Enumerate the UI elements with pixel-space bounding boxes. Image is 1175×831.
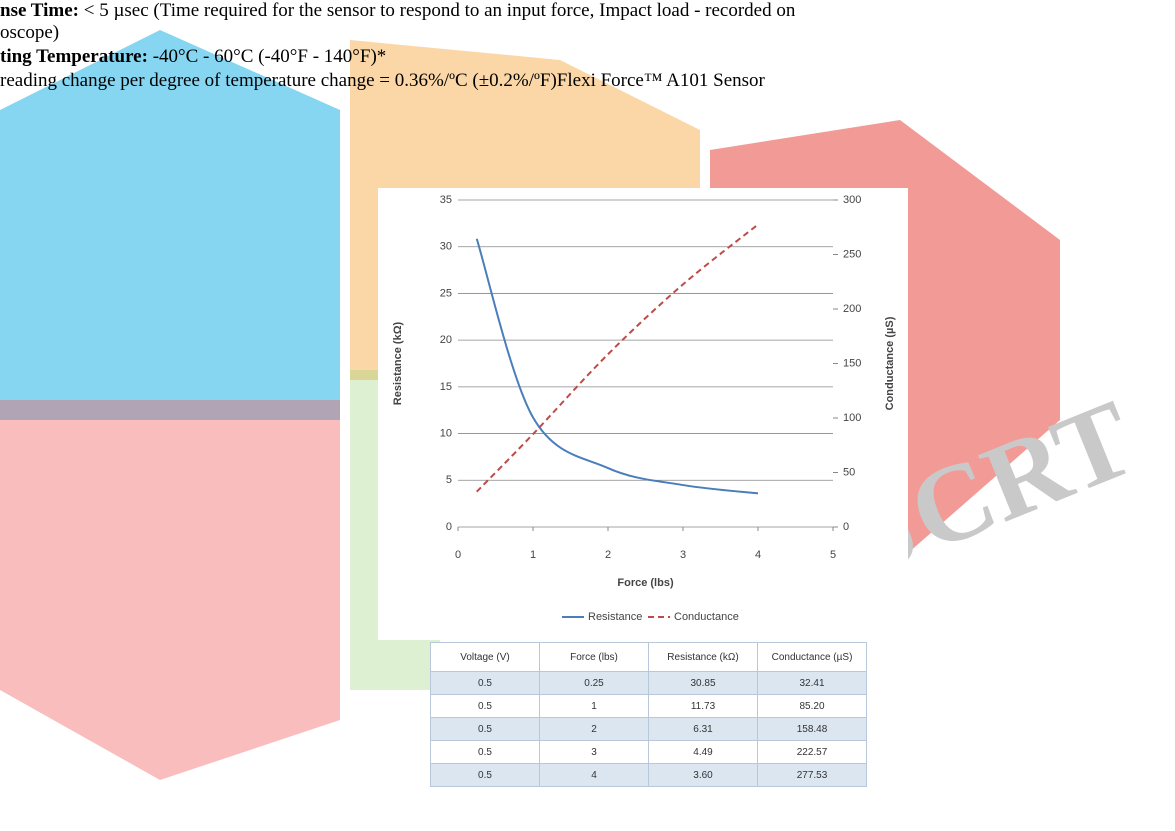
table-cell: 3: [540, 741, 649, 764]
table-cell: Voltage (V): [431, 643, 540, 672]
series-line: [477, 224, 758, 491]
series-line: [477, 239, 758, 494]
table-cell: Force (lbs): [540, 643, 649, 672]
y2-tick-label: 50: [843, 466, 855, 478]
y2-tick-label: 300: [843, 194, 861, 206]
legend-label: Resistance: [588, 611, 642, 623]
y-tick-label: 15: [440, 381, 452, 393]
y2-tick-label: 0: [843, 521, 849, 533]
table-cell: 6.31: [649, 718, 758, 741]
table-cell: 32.41: [758, 672, 867, 695]
table-cell: 11.73: [649, 695, 758, 718]
x-tick-label: 5: [830, 549, 836, 561]
y2-axis-label: Conductance (µS): [884, 316, 896, 410]
x-axis-label: Force (lbs): [617, 577, 674, 589]
table-cell: 85.20: [758, 695, 867, 718]
table-cell: 277.53: [758, 764, 867, 787]
table-cell: 30.85: [649, 672, 758, 695]
y2-tick-label: 100: [843, 412, 861, 424]
table-cell: 0.25: [540, 672, 649, 695]
y-tick-label: 10: [440, 427, 452, 439]
x-tick-label: 3: [680, 549, 686, 561]
legend-label: Conductance: [674, 611, 739, 623]
y-tick-label: 5: [446, 474, 452, 486]
table-cell: 158.48: [758, 718, 867, 741]
table-cell: Resistance (kΩ): [649, 643, 758, 672]
table-cell: 4.49: [649, 741, 758, 764]
y-tick-label: 20: [440, 334, 452, 346]
x-tick-label: 4: [755, 549, 761, 561]
table-cell: 2: [540, 718, 649, 741]
data-table: Voltage (V)Force (lbs)Resistance (kΩ)Con…: [430, 642, 867, 787]
y-tick-label: 30: [440, 241, 452, 253]
x-tick-label: 2: [605, 549, 611, 561]
y-axis-label: Resistance (kΩ): [392, 321, 404, 405]
table-cell: 3.60: [649, 764, 758, 787]
y2-tick-label: 150: [843, 357, 861, 369]
table-cell: 0.5: [431, 718, 540, 741]
table-cell: 222.57: [758, 741, 867, 764]
table-cell: 0.5: [431, 764, 540, 787]
table-cell: 0.5: [431, 741, 540, 764]
y-tick-label: 35: [440, 194, 452, 206]
table-cell: 0.5: [431, 672, 540, 695]
table-cell: 1: [540, 695, 649, 718]
y-tick-label: 0: [446, 521, 452, 533]
table-cell: Conductance (µS): [758, 643, 867, 672]
y-tick-label: 25: [440, 287, 452, 299]
page: {"lines": [ {"label": "nse Time:", "text…: [0, 0, 1175, 831]
table-cell: 4: [540, 764, 649, 787]
table-cell: 0.5: [431, 695, 540, 718]
x-tick-label: 0: [455, 549, 461, 561]
table-row: Voltage (V)Force (lbs)Resistance (kΩ)Con…: [431, 643, 867, 672]
x-tick-label: 1: [530, 549, 536, 561]
y2-tick-label: 250: [843, 248, 861, 260]
y2-tick-label: 200: [843, 303, 861, 315]
